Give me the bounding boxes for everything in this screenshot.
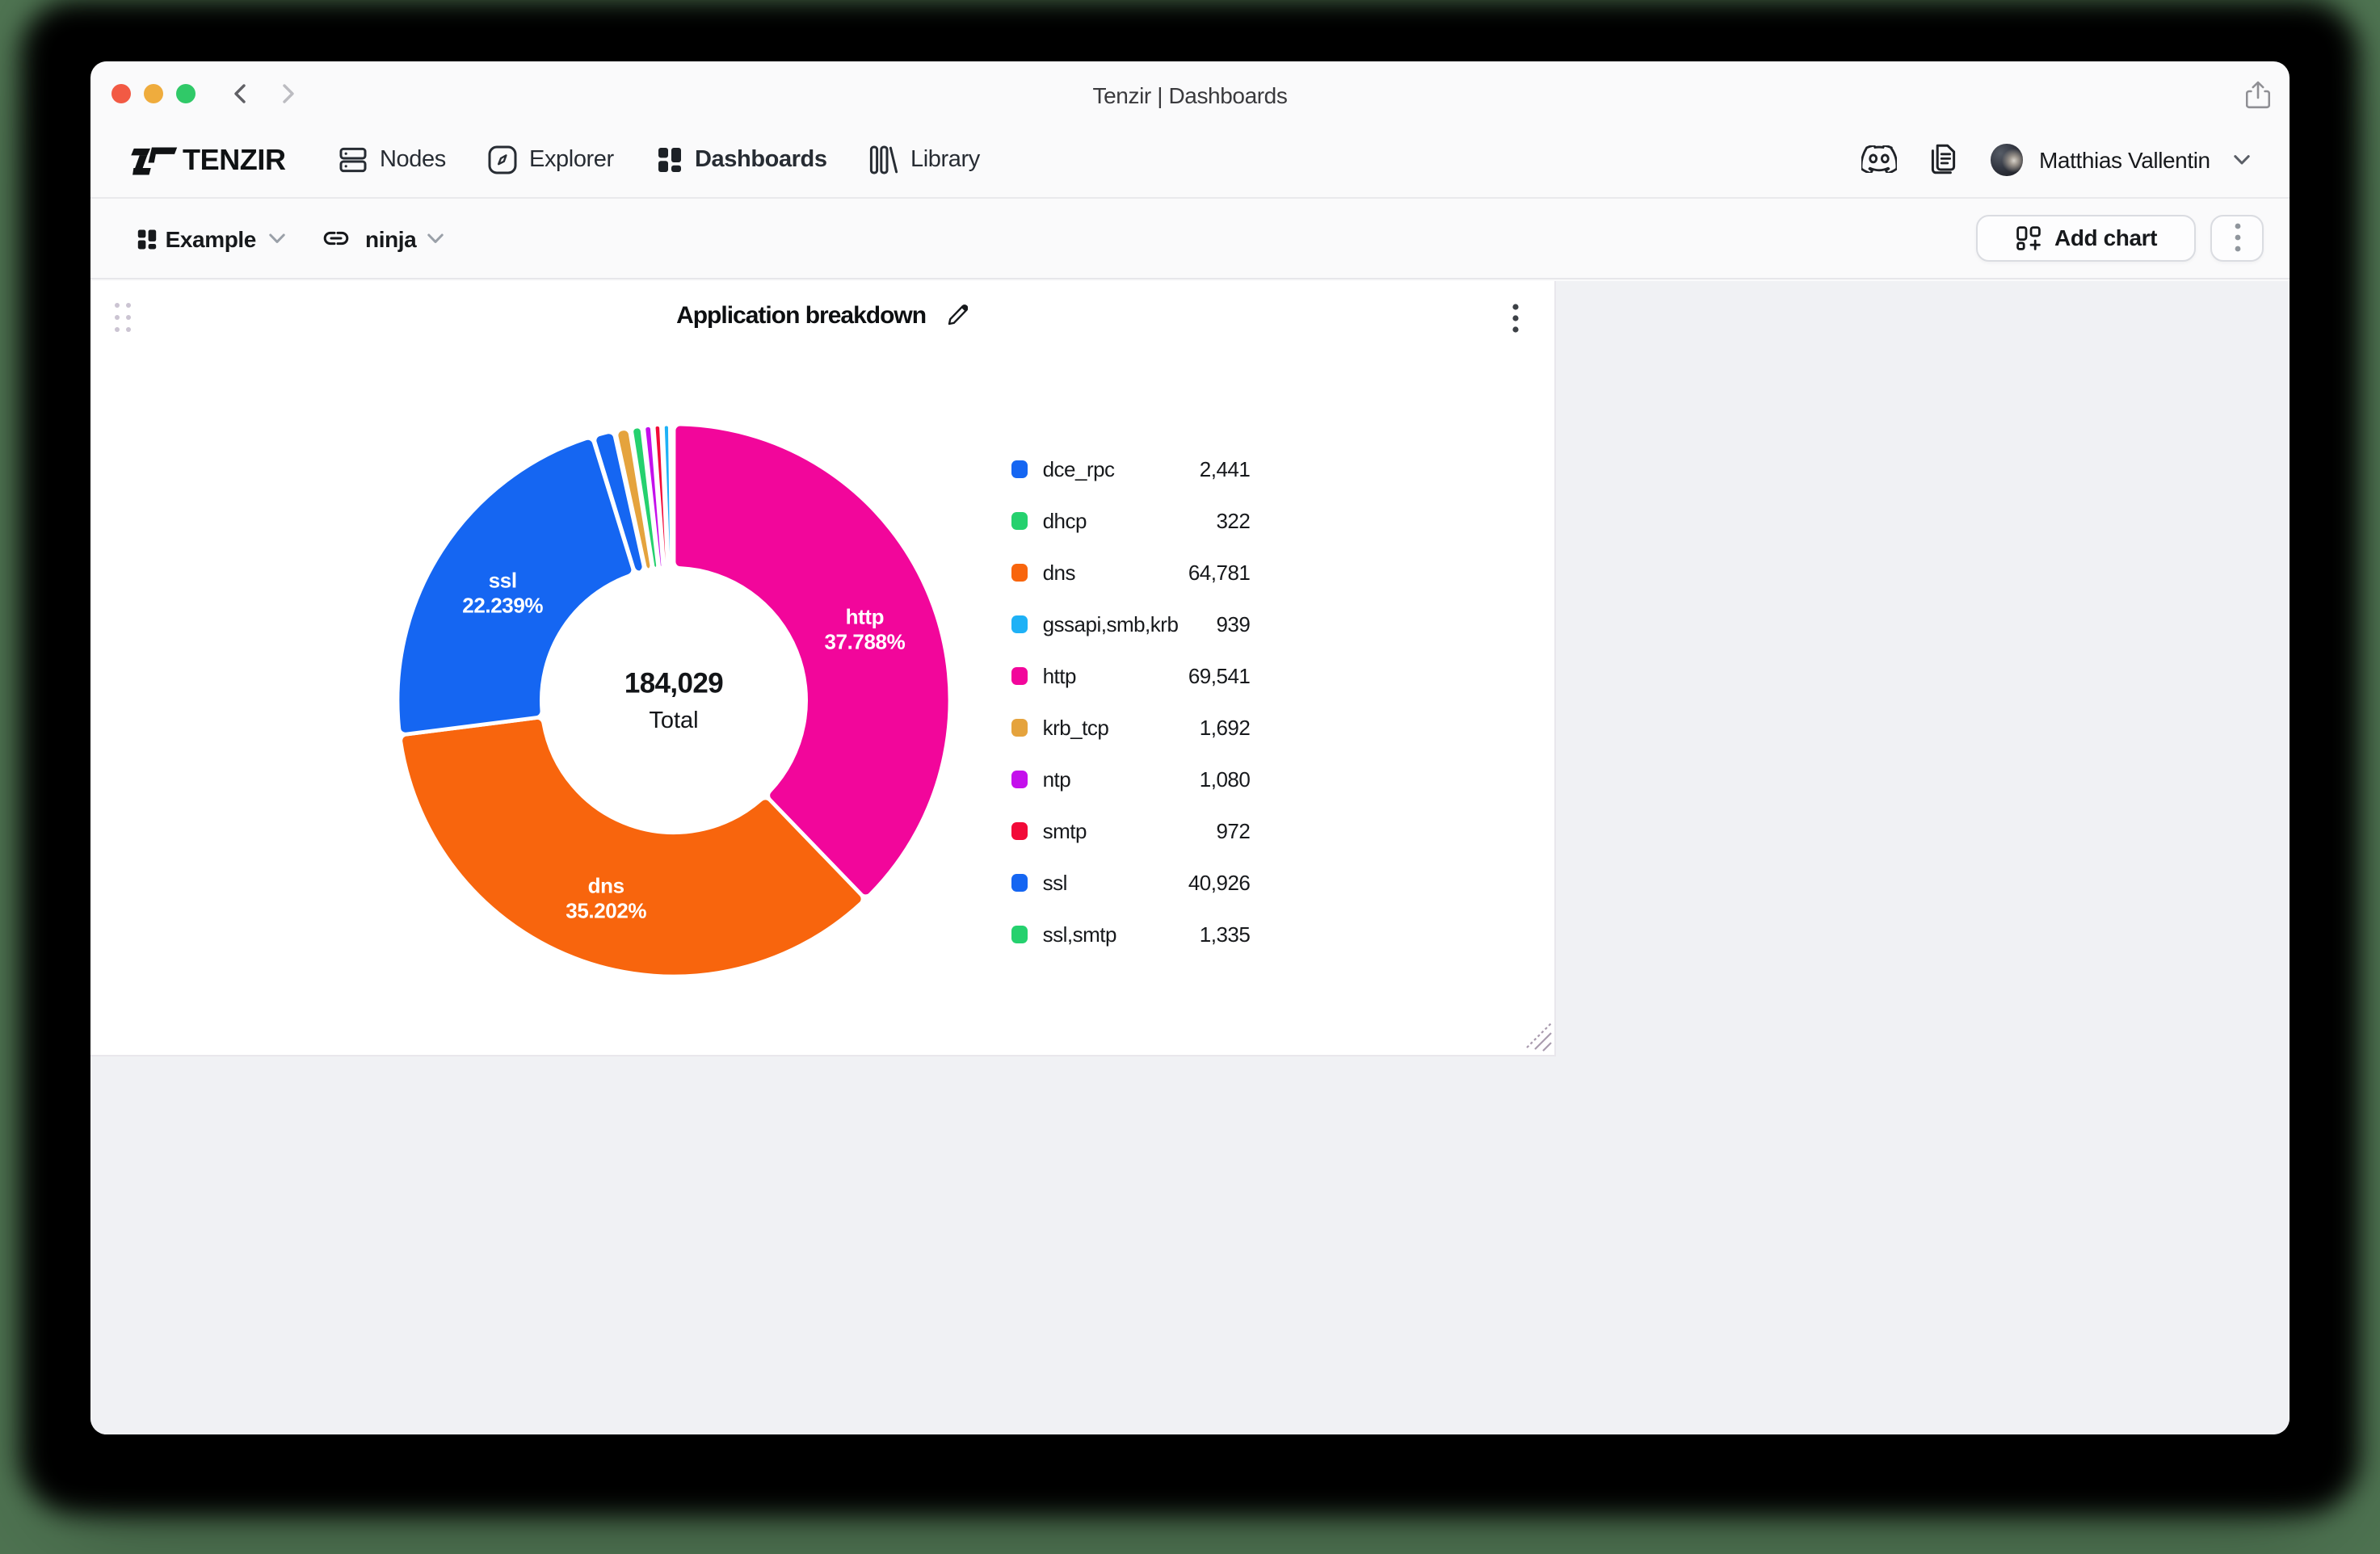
svg-text:22.239%: 22.239% (462, 594, 543, 618)
svg-text:184,029: 184,029 (624, 667, 723, 699)
svg-text:dns: dns (588, 873, 624, 897)
svg-text:35.202%: 35.202% (566, 898, 646, 922)
svg-text:http: http (846, 605, 884, 629)
svg-text:ssl: ssl (489, 568, 517, 592)
svg-text:Total: Total (649, 708, 698, 733)
svg-text:37.788%: 37.788% (824, 630, 905, 654)
